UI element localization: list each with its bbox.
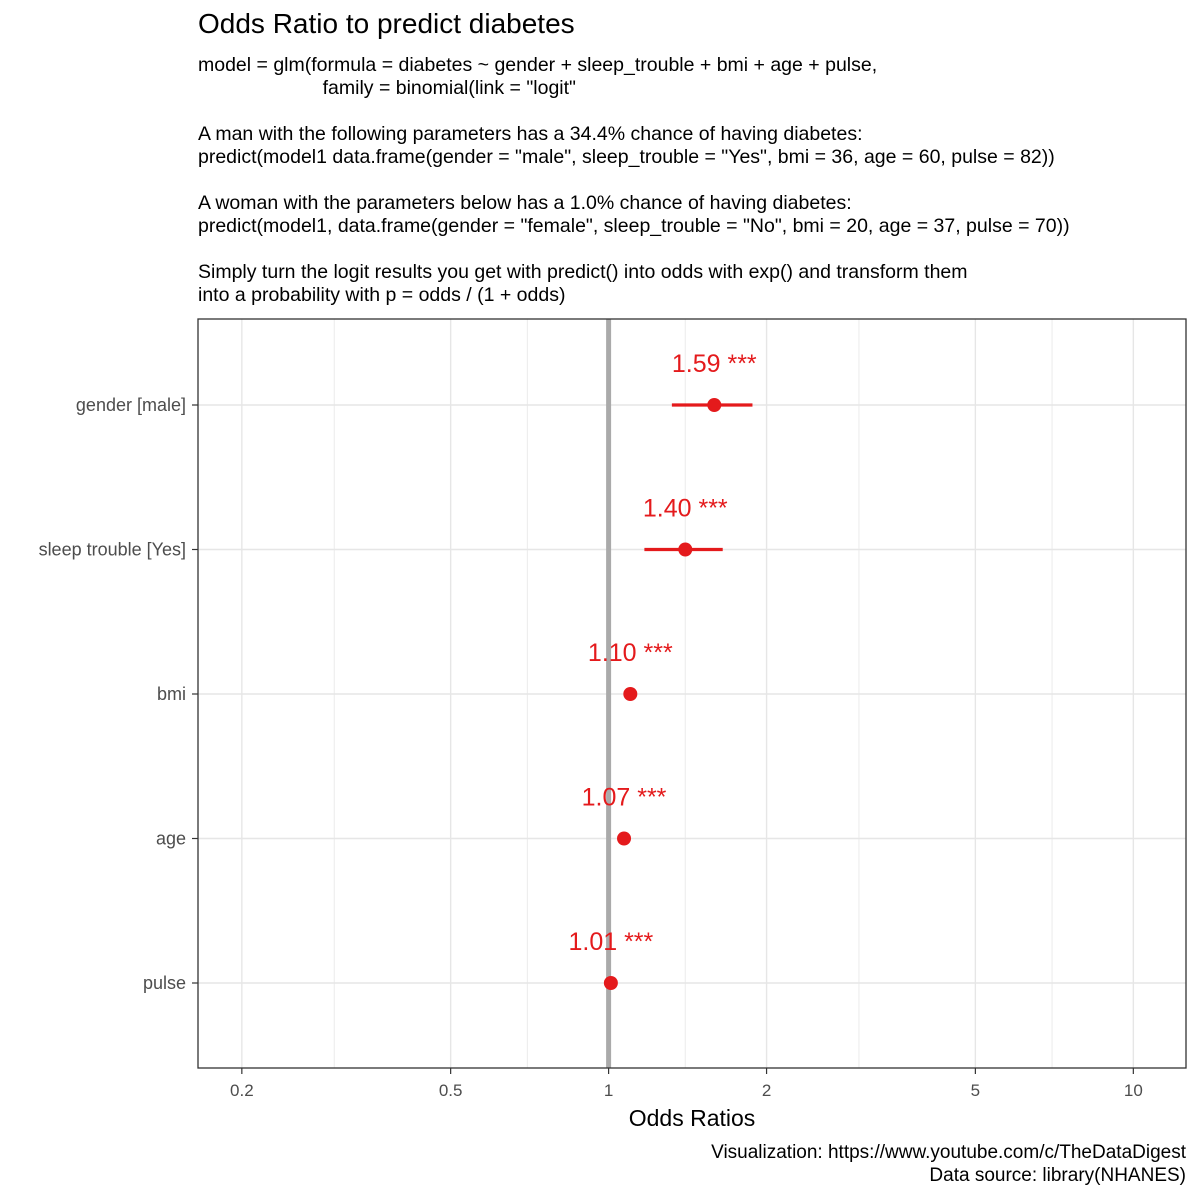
chart-title: Odds Ratio to predict diabetes (198, 8, 575, 39)
estimate-point (707, 398, 722, 412)
caption-visualization: Visualization: https://www.youtube.com/c… (711, 1142, 1186, 1163)
caption-data-source: Data source: library(NHANES) (929, 1165, 1186, 1186)
y-tick-label: age (156, 829, 186, 849)
y-tick-label: sleep trouble [Yes] (39, 540, 186, 560)
y-tick-label: gender [male] (76, 395, 186, 415)
axes: 0.2 0.5 1 2 5 10 gender [male] sleep trouble [Y… (39, 395, 1143, 1100)
x-tick-label: 1 (604, 1081, 613, 1100)
estimate-label: 1.40 *** (643, 495, 728, 523)
estimate-point (623, 687, 638, 701)
estimate-label: 1.07 *** (582, 784, 667, 812)
plot-marks: 1.59 *** 1.40 *** 1.10 *** 1.07 *** 1.01 *** (568, 350, 757, 990)
estimate-label: 1.01 *** (568, 928, 653, 956)
y-tick-label: bmi (157, 684, 186, 704)
chart-subtitle: model = glm(formula = diabetes ~ gender … (198, 54, 1070, 306)
estimate-point (603, 976, 618, 990)
x-tick-label: 2 (762, 1081, 771, 1100)
x-tick-label: 0.2 (230, 1081, 254, 1100)
y-tick-label: pulse (143, 973, 186, 993)
estimate-label: 1.59 *** (672, 350, 757, 378)
grid-lines (198, 319, 1186, 1068)
x-tick-label: 10 (1124, 1081, 1143, 1100)
x-axis-label: Odds Ratios (629, 1105, 756, 1131)
x-tick-label: 5 (971, 1081, 980, 1100)
x-tick-label: 0.5 (439, 1081, 463, 1100)
estimate-label: 1.10 *** (588, 639, 673, 667)
estimate-point (617, 831, 632, 846)
estimate-point (678, 542, 693, 557)
